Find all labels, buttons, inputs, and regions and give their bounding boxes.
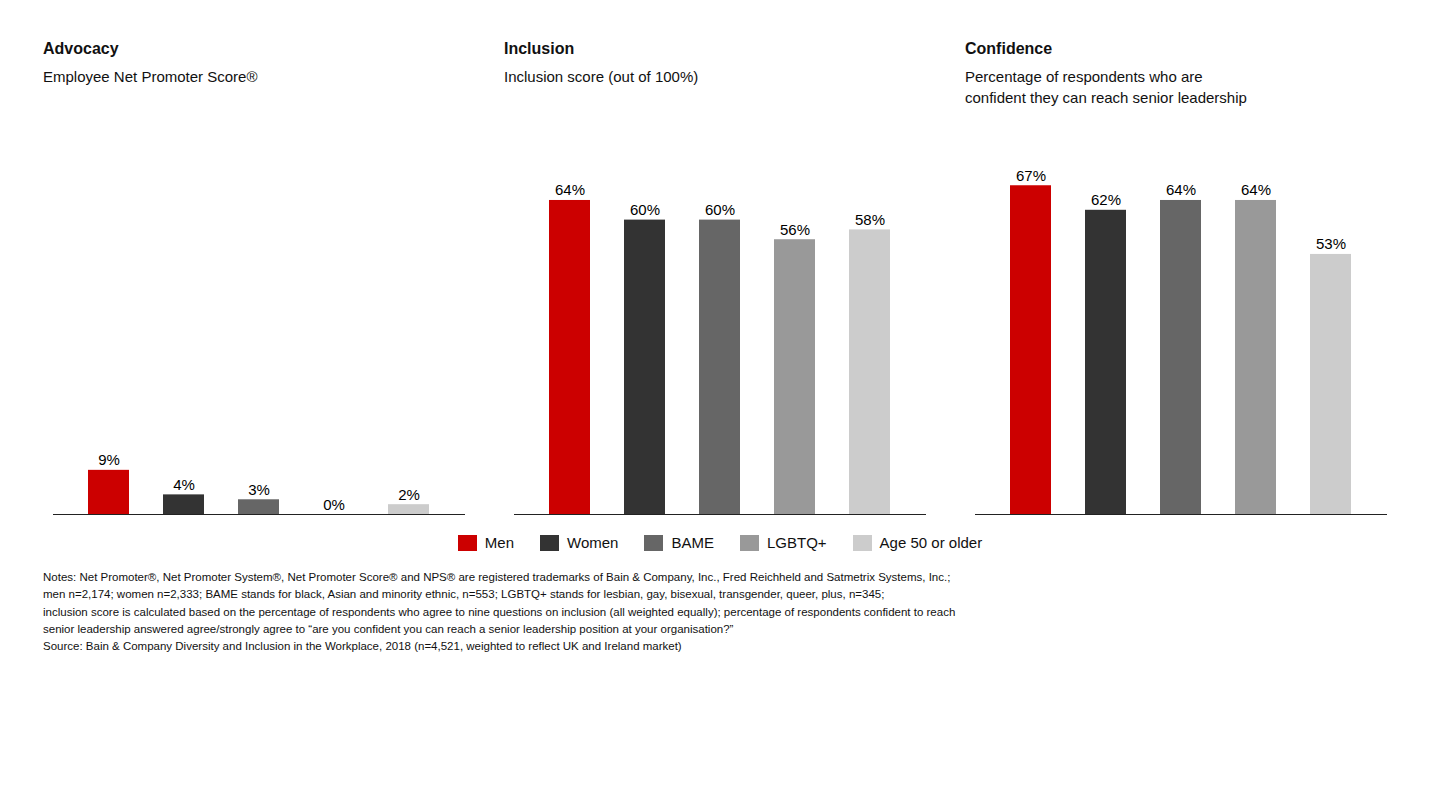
html-text:Percentage of respondents who: Percentage of respondents who are confid… bbox=[965, 68, 1247, 106]
svg-text:4%: 4% bbox=[173, 476, 195, 493]
svg-text:2%: 2% bbox=[398, 486, 420, 503]
html-text:Men: Men bbox=[484, 534, 514, 551]
html-text:Inclusion score (out of 100%): Inclusion score (out of 100%) bbox=[504, 68, 699, 85]
svg-text:64%: 64% bbox=[1166, 181, 1196, 198]
svg-text:67%: 67% bbox=[1016, 167, 1046, 184]
svg-text:60%: 60% bbox=[630, 201, 660, 218]
svg-text:0%: 0% bbox=[323, 496, 345, 513]
html-text:Advocacy: Advocacy bbox=[43, 40, 119, 57]
html-text:Inclusion: Inclusion bbox=[504, 40, 575, 57]
html-text:Confidence: Confidence bbox=[965, 40, 1053, 57]
svg-text:64%: 64% bbox=[1241, 181, 1271, 198]
html-text:Notes: Net Promoter®, Net Prom: Notes: Net Promoter®, Net Promoter Syste… bbox=[43, 571, 956, 652]
html-text:Women: Women bbox=[567, 534, 619, 551]
html-text:LGBTQ+: LGBTQ+ bbox=[767, 534, 827, 551]
svg-text:3%: 3% bbox=[248, 481, 270, 498]
html-text:Age 50 or older: Age 50 or older bbox=[879, 534, 983, 551]
html-text:Employee Net Promoter Score®: Employee Net Promoter Score® bbox=[43, 68, 258, 85]
svg-text:62%: 62% bbox=[1091, 191, 1121, 208]
svg-text:56%: 56% bbox=[780, 221, 810, 238]
svg-text:53%: 53% bbox=[1316, 235, 1346, 252]
html-text:BAME: BAME bbox=[671, 534, 714, 551]
svg-text:58%: 58% bbox=[855, 211, 885, 228]
svg-text:64%: 64% bbox=[555, 181, 585, 198]
svg-text:9%: 9% bbox=[98, 451, 120, 468]
svg-text:60%: 60% bbox=[705, 201, 735, 218]
